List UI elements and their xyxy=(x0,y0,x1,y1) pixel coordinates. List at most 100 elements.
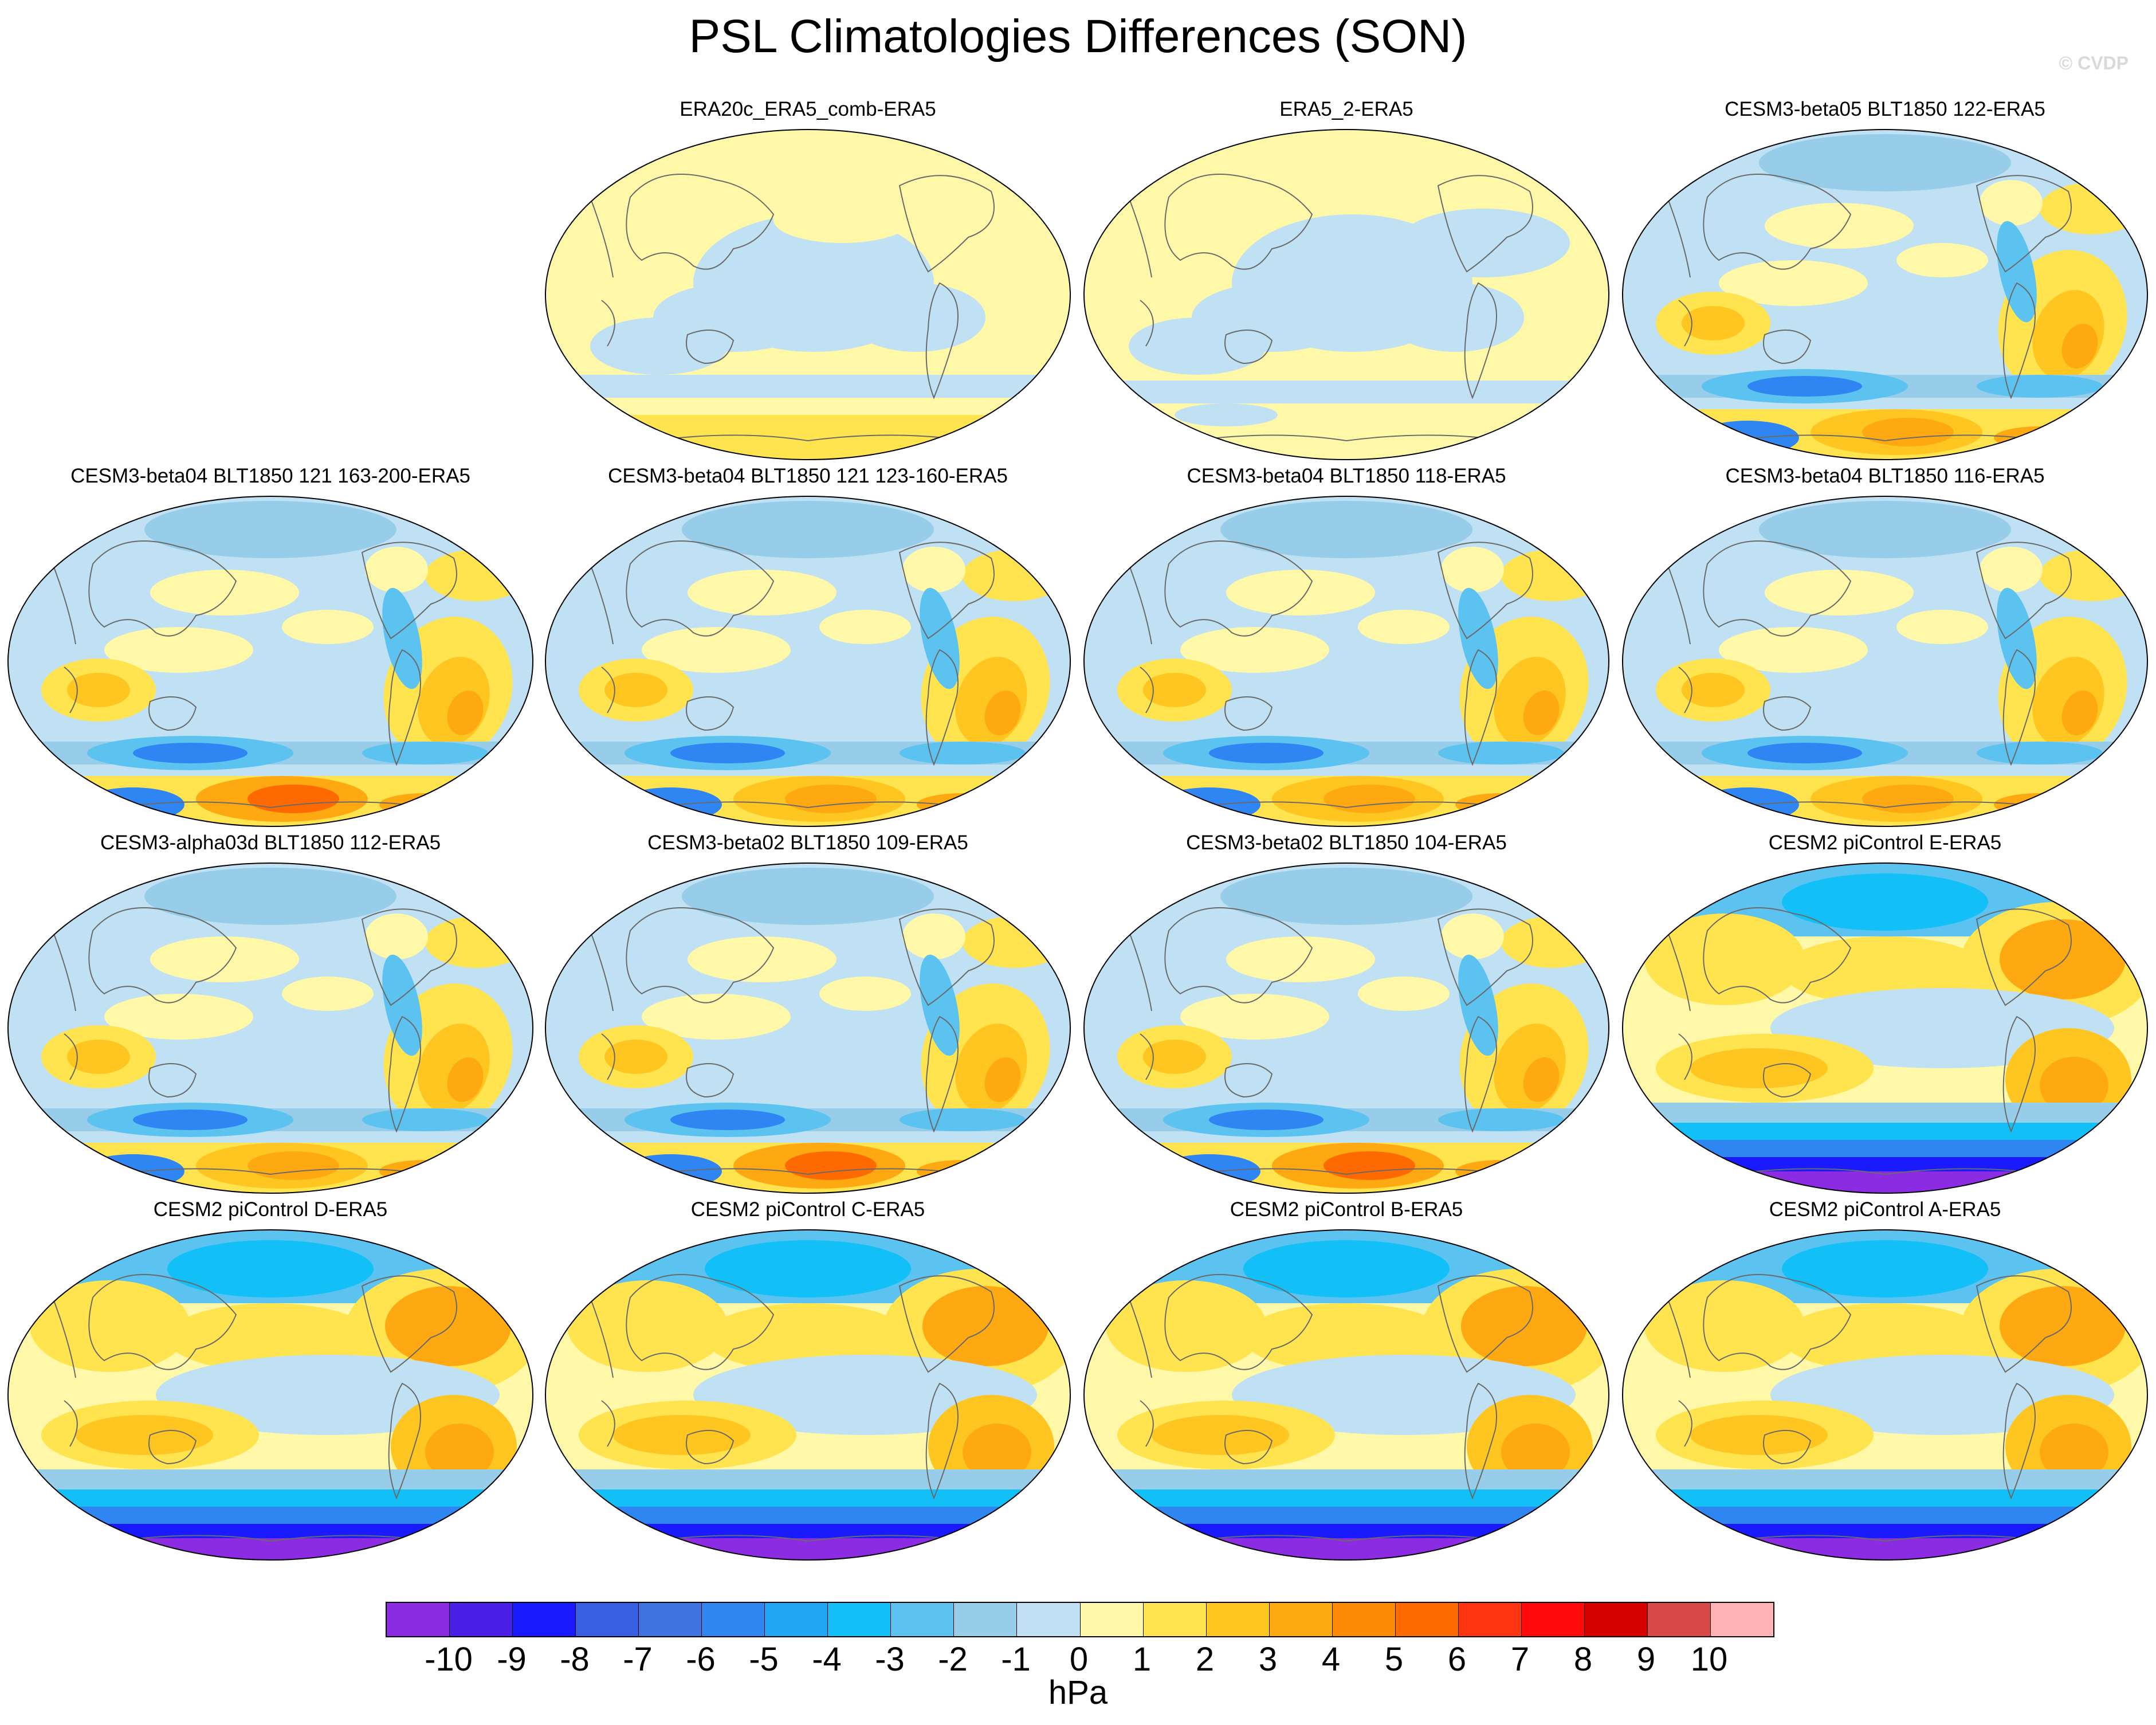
map-border xyxy=(1083,496,1609,827)
panel-title: CESM3-alpha03d BLT1850 112-ERA5 xyxy=(100,832,441,854)
colorbar-tick-label: 2 xyxy=(1195,1641,1215,1678)
panel-title: CESM3-beta04 BLT1850 121 123-160-ERA5 xyxy=(608,465,1008,487)
psl-difference-map xyxy=(7,1229,533,1561)
colorbar-tick-label: 5 xyxy=(1384,1641,1404,1678)
colorbar-box xyxy=(576,1603,639,1636)
colorbar-box xyxy=(1269,1603,1333,1636)
panel-title: CESM3-beta05 BLT1850 122-ERA5 xyxy=(1725,98,2045,120)
panel-title: CESM3-beta04 BLT1850 118-ERA5 xyxy=(1187,465,1506,487)
map-panel: CESM3-beta04 BLT1850 121 123-160-ERA5 xyxy=(539,464,1077,831)
map-field xyxy=(1084,130,1609,460)
psl-difference-map xyxy=(545,496,1071,827)
map-panel: ERA20c_ERA5_comb-ERA5 xyxy=(539,97,1077,464)
map-field xyxy=(1623,130,2147,460)
psl-difference-map xyxy=(1083,129,1609,460)
panel-title: ERA5_2-ERA5 xyxy=(1279,98,1413,120)
colorbar-box xyxy=(1143,1603,1207,1636)
map-border xyxy=(1622,129,2148,460)
colorbar-box xyxy=(1395,1603,1459,1636)
map-panel: ERA5_2-ERA5 xyxy=(1077,97,1616,464)
colorbar-tick-labels: -10 -9 -8 -7 -6 -5 -4 -3 -2 -1 0 1 2 3 4 5 6 7 8 9 10 xyxy=(386,1640,1772,1680)
colorbar-units: hPa xyxy=(1048,1674,1108,1711)
map-border xyxy=(1083,129,1609,460)
colorbar-box xyxy=(891,1603,955,1636)
map-border xyxy=(7,1229,533,1561)
colorbar-tick-label: 7 xyxy=(1510,1641,1530,1678)
colorbar-box xyxy=(1080,1603,1144,1636)
map-border xyxy=(545,496,1071,827)
map-border xyxy=(545,862,1071,1194)
colorbar-tick-label: 1 xyxy=(1132,1641,1152,1678)
colorbar-box xyxy=(1458,1603,1522,1636)
map-field xyxy=(8,496,533,826)
colorbar-box xyxy=(702,1603,765,1636)
psl-difference-map xyxy=(1083,496,1609,827)
colorbar-box xyxy=(513,1603,576,1636)
colorbar-tick-label: -4 xyxy=(812,1641,842,1678)
map-border xyxy=(1622,1229,2148,1561)
map-field xyxy=(1084,863,1609,1193)
psl-difference-map xyxy=(1083,1229,1609,1561)
map-border xyxy=(1622,862,2148,1194)
colorbar-tick-label: -7 xyxy=(623,1641,653,1678)
map-field xyxy=(545,1230,1070,1560)
map-field xyxy=(1623,496,2147,826)
panel-title: CESM2 piControl A-ERA5 xyxy=(1769,1198,2001,1221)
psl-difference-map xyxy=(1083,862,1609,1194)
colorbar-box xyxy=(450,1603,513,1636)
psl-difference-map xyxy=(7,496,533,827)
colorbar-tick-label: -6 xyxy=(686,1641,716,1678)
map-field xyxy=(1623,1230,2147,1560)
colorbar-box xyxy=(1647,1603,1711,1636)
psl-difference-map xyxy=(545,1229,1071,1561)
map-field xyxy=(545,863,1070,1193)
panel-title: CESM3-beta02 BLT1850 104-ERA5 xyxy=(1186,832,1507,854)
panel-title: CESM3-beta04 BLT1850 116-ERA5 xyxy=(1725,465,2045,487)
colorbar-box xyxy=(639,1603,702,1636)
map-panel: CESM3-beta04 BLT1850 118-ERA5 xyxy=(1077,464,1616,831)
psl-difference-map xyxy=(1622,862,2148,1194)
colorbar-tick-label: 4 xyxy=(1321,1641,1341,1678)
map-field xyxy=(1623,863,2147,1193)
colorbar-tick-label: -2 xyxy=(938,1641,968,1678)
colorbar-tick-label: 6 xyxy=(1447,1641,1467,1678)
panel-title: CESM2 piControl C-ERA5 xyxy=(690,1198,925,1221)
map-panel: CESM3-beta04 BLT1850 121 163-200-ERA5 xyxy=(1,464,540,831)
panel-title: ERA20c_ERA5_comb-ERA5 xyxy=(680,98,936,120)
map-field xyxy=(8,1230,533,1560)
map-panel: CESM2 piControl B-ERA5 xyxy=(1077,1198,1616,1565)
colorbar-box xyxy=(1017,1603,1081,1636)
colorbar-tick-label: 3 xyxy=(1258,1641,1278,1678)
panel-title: CESM3-beta04 BLT1850 121 163-200-ERA5 xyxy=(70,465,470,487)
map-border xyxy=(1622,496,2148,827)
map-panel: CESM3-beta05 BLT1850 122-ERA5 xyxy=(1616,97,2154,464)
map-field xyxy=(8,863,533,1193)
colorbar-tick-label: -1 xyxy=(1001,1641,1031,1678)
map-panel: CESM3-beta04 BLT1850 116-ERA5 xyxy=(1616,464,2154,831)
psl-difference-map xyxy=(1622,1229,2148,1561)
colorbar-box xyxy=(1521,1603,1585,1636)
cvdp-credit: © CVDP xyxy=(2059,53,2128,73)
panel-title: CESM2 piControl B-ERA5 xyxy=(1230,1198,1463,1221)
map-field xyxy=(545,130,1070,460)
colorbar-box xyxy=(1332,1603,1396,1636)
map-panel: CESM3-beta02 BLT1850 104-ERA5 xyxy=(1077,831,1616,1198)
colorbar-tick-label: 0 xyxy=(1069,1641,1089,1678)
panel-title: CESM3-beta02 BLT1850 109-ERA5 xyxy=(647,832,968,854)
map-panel: CESM3-alpha03d BLT1850 112-ERA5 xyxy=(1,831,540,1198)
map-panel: CESM2 piControl A-ERA5 xyxy=(1616,1198,2154,1565)
colorbar-tick-label: -8 xyxy=(560,1641,590,1678)
psl-difference-map xyxy=(1622,496,2148,827)
colorbar-tick-label: -9 xyxy=(497,1641,527,1678)
map-panel: CESM2 piControl E-ERA5 xyxy=(1616,831,2154,1198)
map-panel: CESM2 piControl D-ERA5 xyxy=(1,1198,540,1565)
colorbar-box xyxy=(1206,1603,1270,1636)
map-border xyxy=(545,1229,1071,1561)
colorbar-tick-label: 10 xyxy=(1690,1641,1728,1678)
map-panel: CESM2 piControl C-ERA5 xyxy=(539,1198,1077,1565)
map-border xyxy=(7,496,533,827)
colorbar-tick-label: -3 xyxy=(875,1641,905,1678)
colorbar-box xyxy=(1584,1603,1648,1636)
colorbar-box xyxy=(954,1603,1018,1636)
map-border xyxy=(1083,1229,1609,1561)
